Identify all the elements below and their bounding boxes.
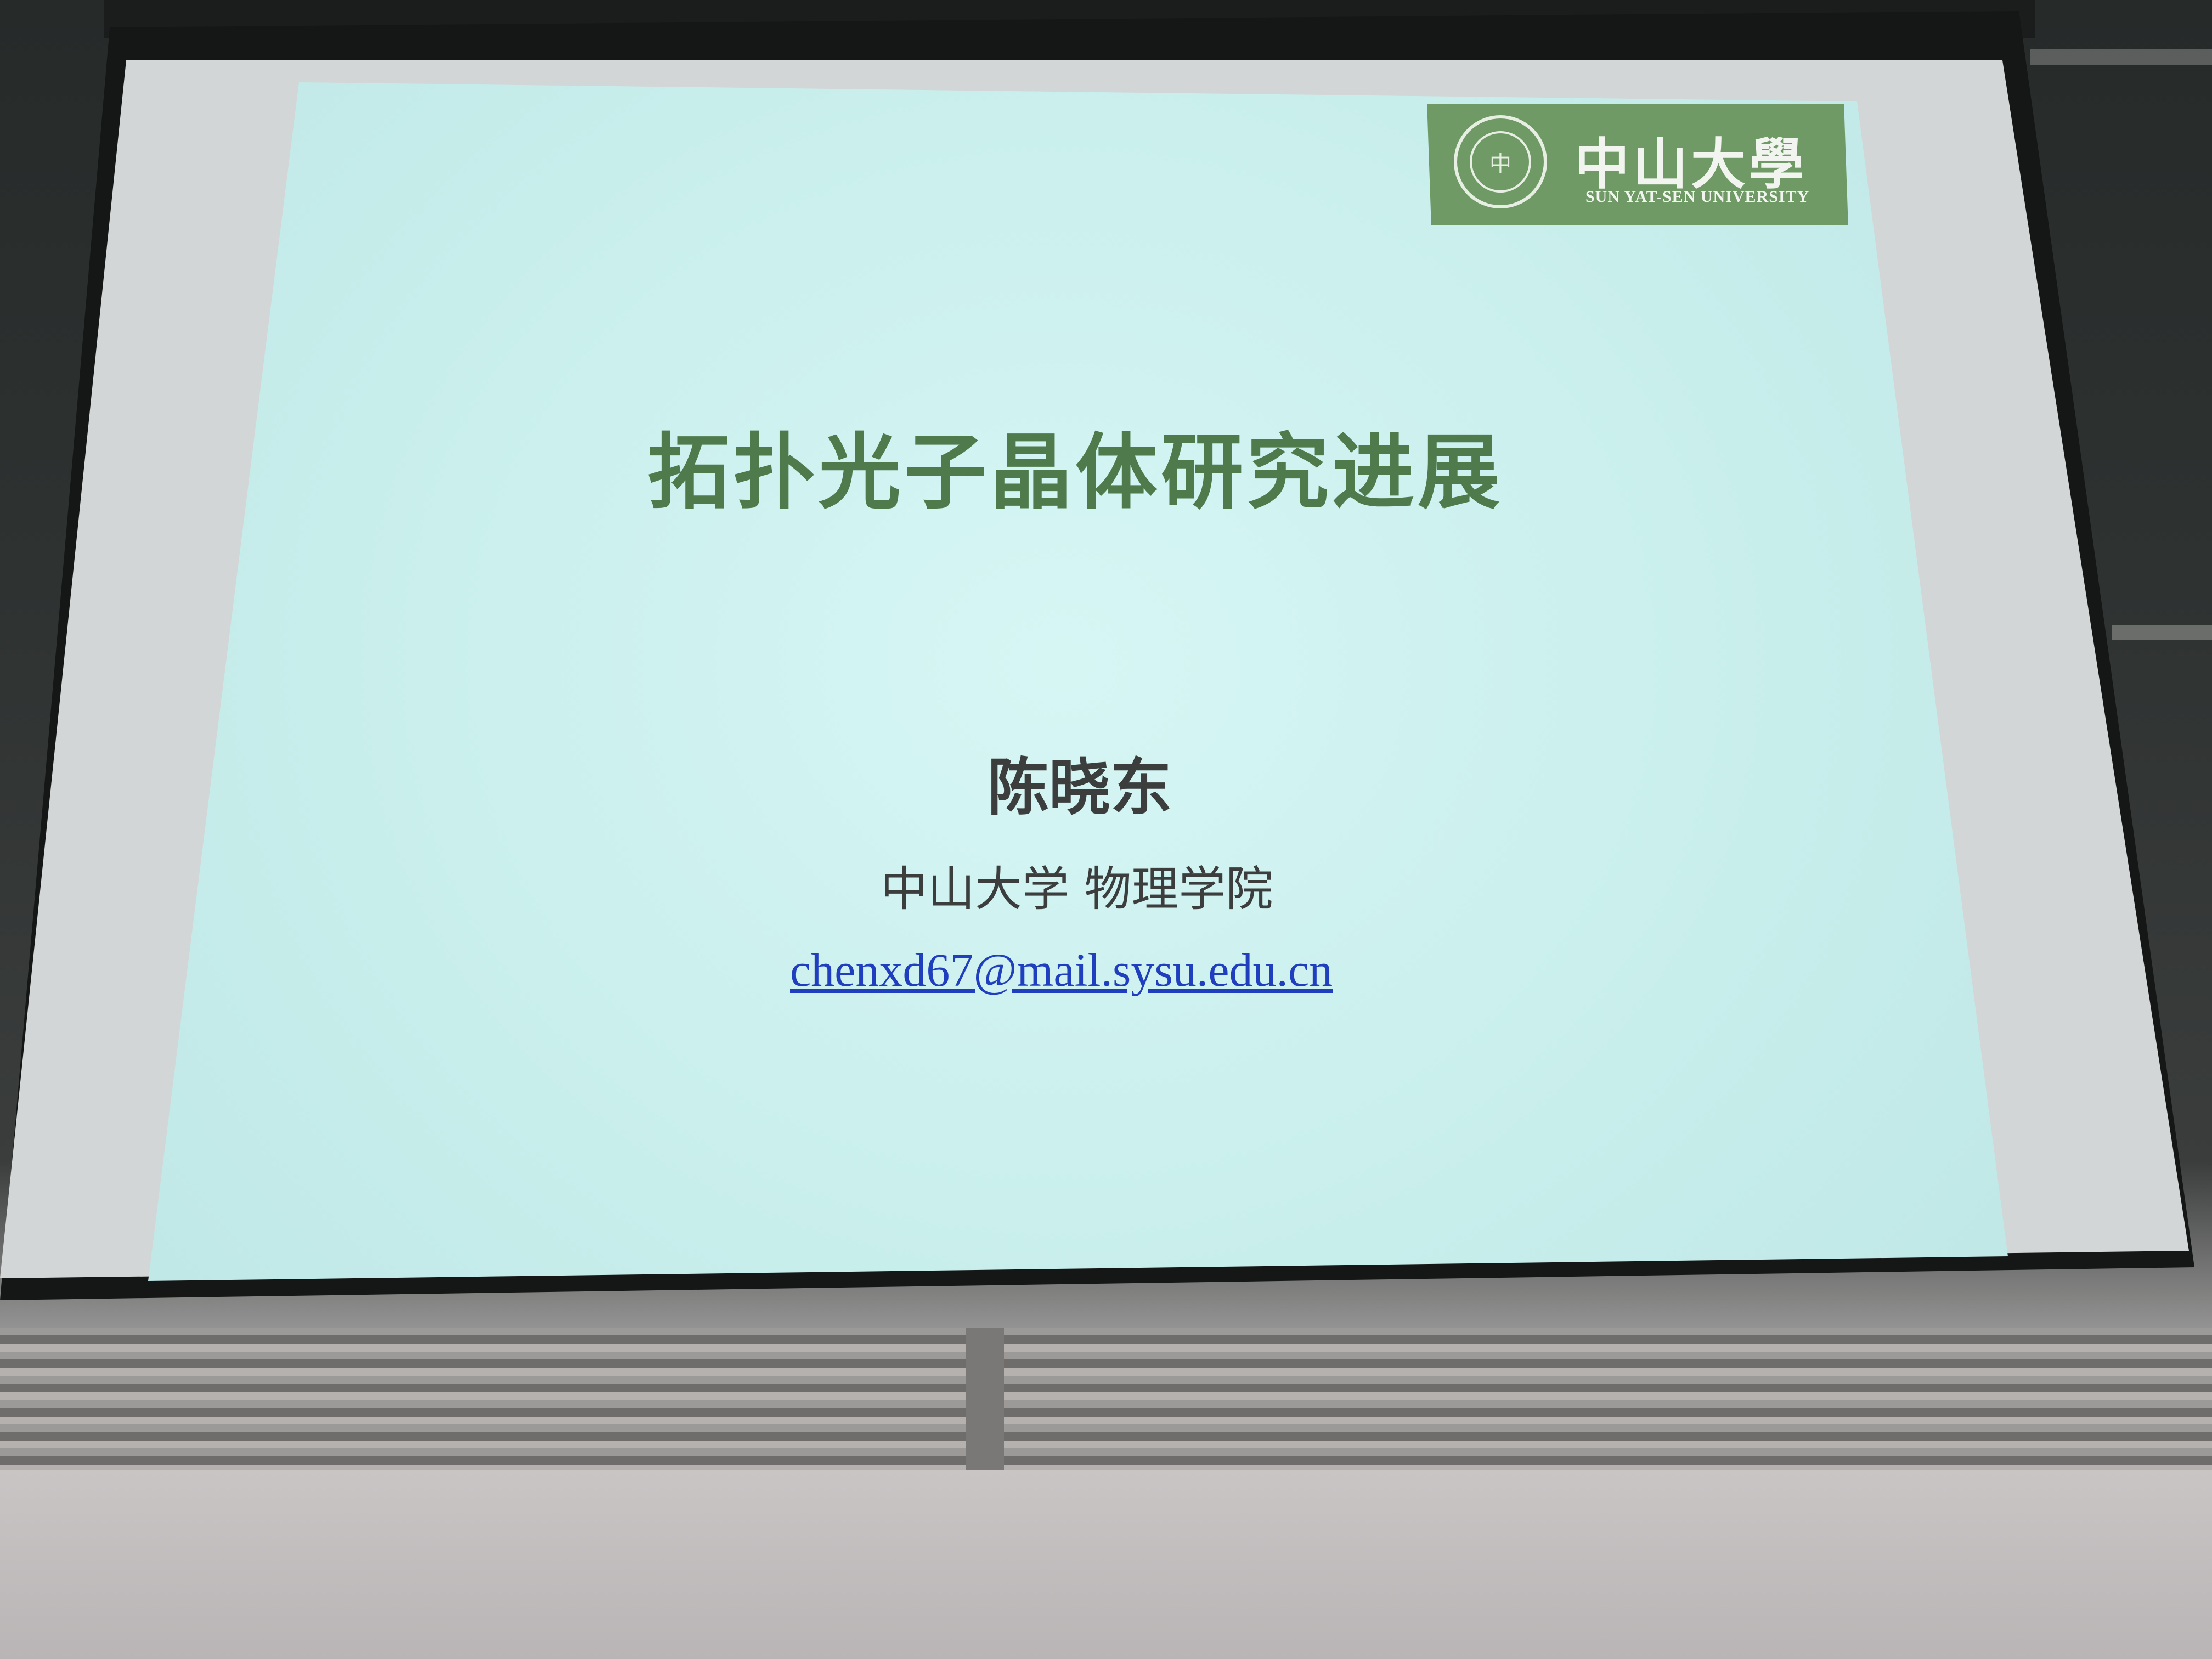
blackboard-frame [2112, 625, 2212, 640]
university-seal-icon: 中 [1454, 115, 1547, 208]
seal-center: 中 [1470, 131, 1531, 193]
slide-title: 拓扑光子晶体研究进展 [647, 424, 1504, 521]
university-name-en: SUN YAT-SEN UNIVERSITY [1585, 188, 1810, 206]
author-name: 陈晓东 [988, 752, 1172, 823]
author-email-link[interactable]: chenxd67@mail.sysu.edu.cn [790, 944, 1333, 996]
blackboard-frame [2030, 49, 2212, 65]
university-name-cn: 中山大學 [1575, 132, 1807, 196]
author-affiliation: 中山大学 物理学院 [881, 862, 1273, 917]
lower-wall [0, 1470, 2212, 1659]
blackboard-rail [0, 1328, 2212, 1470]
blackboard-divider [966, 1328, 1004, 1470]
